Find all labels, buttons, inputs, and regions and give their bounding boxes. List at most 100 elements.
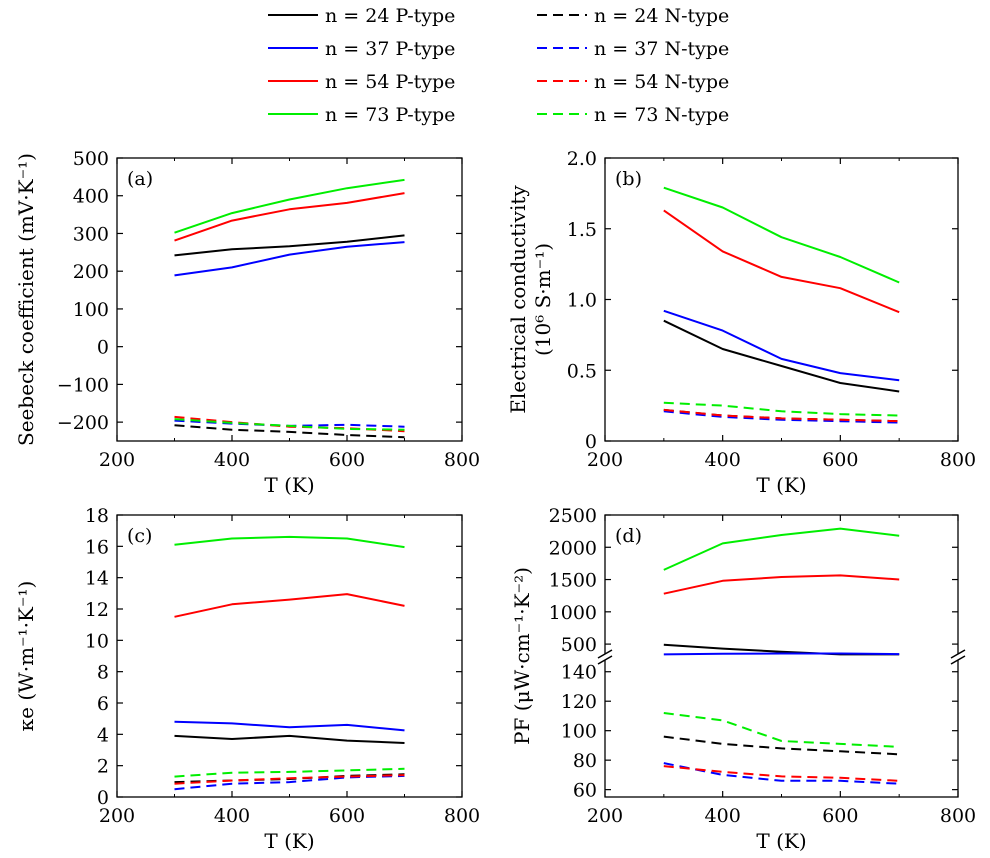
legend: n = 24 P-type n = 24 N-type n = 37 P-type n…	[268, 5, 729, 126]
x-axis-label: T (K)	[756, 473, 806, 497]
series-line	[174, 767, 405, 778]
y-axis-label: Seebeck coefficient (mV·K⁻¹)	[14, 153, 38, 446]
x-tick-label: 600	[329, 449, 365, 471]
x-tick-label: 200	[99, 449, 135, 471]
y-tick-label: 12	[85, 599, 109, 621]
legend-label: n = 73 P-type	[325, 104, 455, 126]
legend-label: n = 24 P-type	[325, 5, 455, 27]
x-tick-label: 800	[444, 449, 480, 471]
series-line	[174, 241, 405, 277]
legend-label: n = 54 N-type	[594, 71, 729, 93]
panel-tag: (b)	[615, 168, 642, 190]
series-line	[174, 535, 405, 549]
series-line	[174, 178, 405, 234]
x-tick-label: 400	[705, 449, 741, 471]
series-line	[663, 410, 900, 424]
series-line	[174, 774, 405, 785]
panel-tag: (a)	[127, 168, 153, 190]
series-line	[174, 734, 405, 744]
y-tick-label: −100	[57, 374, 109, 396]
y-tick-label: 1.0	[567, 290, 597, 312]
x-tick-label: 400	[214, 805, 250, 827]
y-tick-label: 60	[573, 780, 597, 802]
x-tick-label: 600	[822, 449, 858, 471]
y-tick-label: 4	[97, 724, 109, 746]
y-tick-label: 400	[73, 186, 109, 208]
legend-label: n = 37 N-type	[594, 38, 729, 60]
y-tick-label: 2	[97, 756, 109, 778]
series-line	[663, 186, 900, 284]
y-tick-label: 200	[73, 261, 109, 283]
panel-c-thermal-conductivity: 200 400 600 800 T (K) (c) 0 2 4 6 8 10 12 14 16 18 κe (W…	[14, 505, 480, 853]
axis-break-mark	[597, 655, 613, 665]
y-tick-label: 0.5	[567, 360, 597, 382]
y-tick-label: 6	[97, 693, 109, 715]
y-tick-label: 2000	[549, 537, 597, 559]
y-tick-label: 0	[97, 337, 109, 359]
x-tick-label: 600	[329, 805, 365, 827]
y-tick-label: 120	[561, 691, 597, 713]
legend-label: n = 73 N-type	[594, 104, 729, 126]
y-tick-label: 2500	[549, 505, 597, 527]
panel-a-seebeck: 200 400 600 800 T (K) (a) −200 −100 0 100 200 300 40…	[14, 148, 480, 497]
y-tick-label: 100	[561, 721, 597, 743]
legend-label: n = 54 P-type	[325, 71, 455, 93]
x-tick-label: 800	[940, 805, 976, 827]
series-line	[174, 192, 405, 242]
plot-frame	[604, 157, 959, 442]
plot-frame	[116, 514, 463, 798]
y-axis-label: κe (W·m⁻¹·K⁻¹)	[14, 581, 38, 732]
axis-break-gap	[950, 654, 966, 660]
y-tick-label: 16	[85, 536, 109, 558]
series-line	[663, 762, 900, 785]
y-tick-label: 500	[561, 634, 597, 656]
y-tick-label: 1000	[549, 602, 597, 624]
x-tick-label: 400	[705, 805, 741, 827]
y-tick-label: −200	[57, 412, 109, 434]
panel-d-power-factor: 200 400 600 800 T (K) (d) 500 1000 1500 2000 2500 6…	[510, 505, 976, 853]
y-tick-label: 18	[85, 505, 109, 527]
legend-label: n = 24 N-type	[594, 5, 729, 27]
y-tick-label: 1.5	[567, 219, 597, 241]
plot-frame	[604, 514, 959, 798]
series-line	[663, 712, 900, 748]
axis-break-mark	[950, 655, 966, 665]
y-tick-label: 10	[85, 630, 109, 652]
series-line	[174, 593, 405, 618]
y-tick-label: 140	[561, 662, 597, 684]
series-line	[174, 418, 405, 431]
series-line	[174, 720, 405, 732]
x-axis-label: T (K)	[756, 829, 806, 853]
y-axis-label: Electrical conductivity	[506, 185, 530, 414]
legend-label: n = 37 P-type	[325, 38, 455, 60]
y-axis-label-units: (10⁶ S·m⁻¹)	[531, 243, 555, 356]
series-line	[663, 574, 900, 595]
series-line	[663, 735, 900, 756]
y-tick-label: 14	[85, 568, 109, 590]
x-tick-label: 200	[99, 805, 135, 827]
x-axis-label: T (K)	[264, 473, 314, 497]
y-tick-label: 500	[73, 148, 109, 170]
x-axis-label: T (K)	[264, 829, 314, 853]
x-tick-label: 200	[587, 449, 623, 471]
series-line	[174, 774, 405, 791]
series-line	[174, 234, 405, 257]
x-tick-label: 600	[822, 805, 858, 827]
y-tick-label: 100	[73, 299, 109, 321]
panel-b-conductivity: 200 400 600 800 T (K) (b) 0 0.5 1.0 1.5 2.0 Electri…	[506, 148, 976, 497]
y-tick-label: 8	[97, 662, 109, 684]
y-tick-label: 300	[73, 223, 109, 245]
axis-break-gap	[597, 654, 613, 660]
series-line	[663, 765, 900, 782]
series-line	[663, 652, 900, 656]
y-tick-label: 1500	[549, 570, 597, 592]
x-tick-label: 400	[214, 449, 250, 471]
y-tick-label: 2.0	[567, 148, 597, 170]
y-tick-label: 80	[573, 750, 597, 772]
series-line	[663, 408, 900, 423]
y-tick-label: 0	[97, 787, 109, 809]
y-tick-label: 0	[585, 431, 597, 453]
series-line	[663, 309, 900, 382]
panel-tag: (c)	[127, 525, 152, 547]
